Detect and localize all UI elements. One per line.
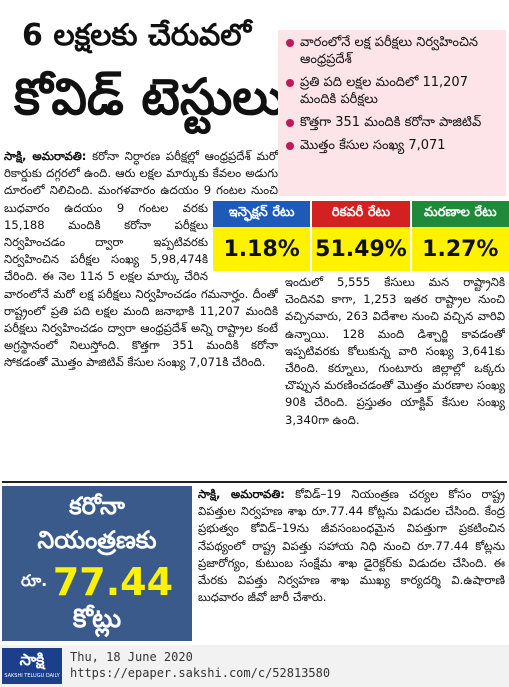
footer-date: Thu, 18 June 2020 <box>70 650 193 664</box>
story-column: సాక్షి, అమరావతి: కోవిడ్–19 నియంత్రణ చర్య… <box>198 486 505 642</box>
highlight: మొత్తం కేసుల సంఖ్య 7,071 <box>284 137 500 154</box>
story-column: సాక్షి, అమరావతి: కరోనా నిర్ధారణ పరీక్షల్… <box>4 148 278 478</box>
story-text: కోవిడ్–19 నియంత్రణ చర్యల కోసం రాష్ట్ర వి… <box>198 487 505 605</box>
logo: సాక్షి SAKSHI TELUGU DAILY <box>2 648 62 684</box>
footer <box>0 645 509 687</box>
box-amount: 77.44 <box>52 560 174 604</box>
rate-value: 1.27% <box>411 227 509 271</box>
dateline: సాక్షి, అమరావతి: <box>4 149 87 163</box>
logo-sub: SAKSHI TELUGU DAILY <box>4 673 60 679</box>
story-text: ఇందులో 5,555 కేసులు మన రాష్ట్రానికి చెంద… <box>285 275 505 427</box>
box-text: కరోనా <box>69 492 125 520</box>
headline-box: కరోనా నియంత్రణకు రూ. 77.44 కోట్లు <box>2 486 192 641</box>
headline: 6 లక్షలకు చేరువలో <box>22 18 252 53</box>
box-text: రూ. <box>20 570 48 590</box>
headline: కోవిడ్ టెస్టులు <box>14 68 286 126</box>
highlight: కొత్తగా 351 మందికి కరోనా పాజిటివ్ <box>284 114 500 131</box>
highlight: వారంలోనే లక్ష పరీక్షలు నిర్వహించిన ఆంధ్ర… <box>284 34 500 68</box>
rate-value: 51.49% <box>312 227 410 271</box>
rate-label: మరణాల రేటు <box>411 201 509 227</box>
rate-card: రికవరీ రేటు 51.49% <box>312 201 410 271</box>
rate-value: 1.18% <box>213 227 311 271</box>
logo-text: సాక్షి <box>19 650 45 669</box>
rates-box: ఇన్ఫెక్షన్ రేటు 1.18% రికవరీ రేటు 51.49% మరణ… <box>213 201 509 271</box>
story-text: కరోనా నిర్ధారణ పరీక్షల్లో ఆంధ్రప్రదేశ్ మ… <box>4 149 278 370</box>
dateline: సాక్షి, అమరావతి: <box>198 487 285 501</box>
story-column: ఇందులో 5,555 కేసులు మన రాష్ట్రానికి చెంద… <box>285 274 505 474</box>
rate-card: ఇన్ఫెక్షన్ రేటు 1.18% <box>213 201 311 271</box>
rate-card: మరణాల రేటు 1.27% <box>411 201 509 271</box>
divider <box>2 481 507 483</box>
box-text: కోట్లు <box>72 604 122 634</box>
highlights-box: వారంలోనే లక్ష పరీక్షలు నిర్వహించిన ఆంధ్ర… <box>278 30 506 196</box>
footer-url[interactable]: https://epaper.sakshi.com/c/52813580 <box>70 666 331 680</box>
highlight: ప్రతి పది లక్షల మందిలో 11,207 మందికి పరీ… <box>284 74 500 108</box>
rate-label: రికవరీ రేటు <box>312 201 410 227</box>
rate-label: ఇన్ఫెక్షన్ రేటు <box>213 201 311 227</box>
box-text: నియంత్రణకు <box>37 526 157 554</box>
